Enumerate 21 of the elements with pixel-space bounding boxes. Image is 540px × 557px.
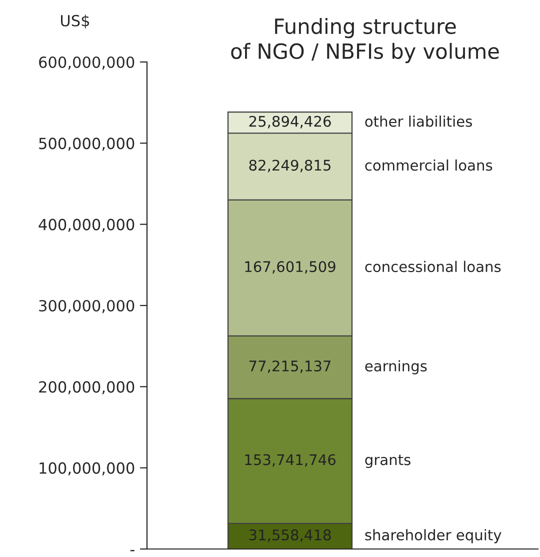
y-tick-label: 100,000,000	[40, 462, 134, 476]
series-label: commercial loans	[365, 159, 492, 171]
y-tick-label: 300,000,000	[39, 300, 134, 314]
data-label: 31,558,418	[249, 529, 331, 542]
data-label: 25,894,426	[249, 116, 331, 128]
data-label: 167,601,509	[245, 261, 336, 274]
series-label: other liabilities	[365, 116, 472, 127]
data-label: 153,741,746	[245, 454, 336, 467]
y-tick-label: 500,000,000	[39, 138, 134, 151]
y-tick-label: 400,000,000	[38, 218, 134, 232]
data-label: 77,215,137	[249, 360, 331, 373]
y-tick-label: -	[130, 550, 134, 552]
y-tick-label: 200,000,000	[39, 381, 134, 394]
series-label: earnings	[365, 360, 427, 374]
series-label: shareholder equity	[365, 529, 502, 544]
series-label: grants	[365, 454, 410, 468]
chart-title: Funding structure of NGO / NBFIs by volume	[231, 18, 499, 64]
data-label: 82,249,815	[249, 160, 330, 172]
y-axis-title: US$	[61, 14, 90, 28]
y-tick-label: 600,000,000	[39, 56, 134, 70]
series-label: concessional loans	[365, 260, 501, 272]
